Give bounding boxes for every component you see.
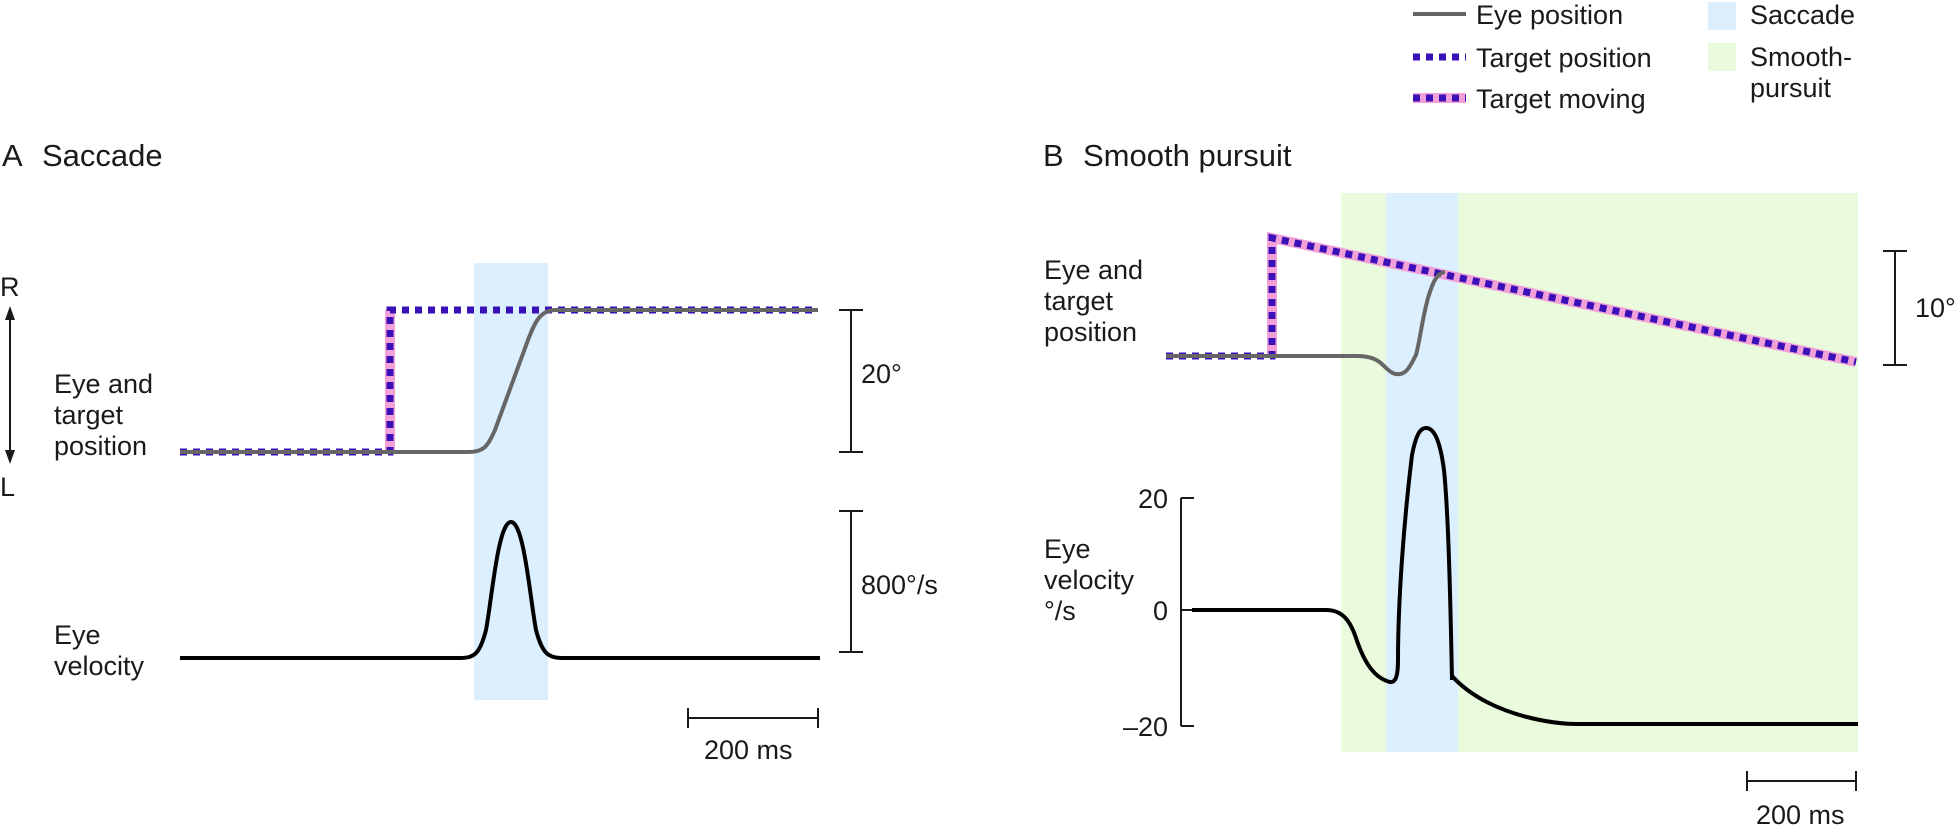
panel-a-letter: A	[2, 138, 23, 173]
panel-a-position-label-1: Eye and	[54, 369, 153, 399]
panel-b-velocity-label-3: °/s	[1044, 596, 1076, 626]
panel-a-position-label-3: position	[54, 431, 147, 461]
panel-b-eye-position-trace	[1166, 270, 1446, 377]
panel-b-velocity-label-1: Eye	[1044, 534, 1091, 564]
panel-a-velocity-scale-bar	[839, 510, 863, 653]
panel-b-position-label-2: target	[1044, 286, 1114, 316]
panel-a-axis-l: L	[0, 472, 15, 502]
panel-b-velocity-tick-20: 20	[1138, 484, 1168, 514]
panel-a-velocity-label-2: velocity	[54, 651, 145, 681]
legend-target-position-label: Target position	[1476, 43, 1652, 73]
legend-smooth-pursuit-label-2: pursuit	[1750, 73, 1832, 103]
panel-a-position-scale-bar	[839, 309, 863, 453]
legend-smooth-pursuit-swatch	[1708, 43, 1736, 71]
panel-a-position-label-2: target	[54, 400, 124, 430]
panel-b: B Smooth pursuit Eye and target position…	[1043, 138, 1956, 830]
panel-b-position-scale-bar	[1883, 250, 1907, 366]
panel-a-time-scale-label: 200 ms	[704, 735, 793, 765]
panel-a-eye-velocity-trace	[180, 519, 820, 660]
panel-b-velocity-tick-minus-20: –20	[1123, 712, 1168, 742]
panel-a-position-scale-label: 20°	[861, 359, 902, 389]
panel-a-arrow-down-icon	[5, 450, 15, 464]
panel-b-title: Smooth pursuit	[1083, 138, 1292, 173]
panel-b-letter: B	[1043, 138, 1064, 173]
panel-b-eye-velocity-trace	[1192, 425, 1858, 726]
panel-a-eye-position-trace	[180, 308, 818, 454]
panel-b-velocity-tick-0: 0	[1153, 596, 1168, 626]
panel-a-velocity-label-1: Eye	[54, 620, 101, 650]
panel-a-velocity-scale-label: 800°/s	[861, 570, 938, 600]
legend-saccade-label: Saccade	[1750, 0, 1855, 30]
panel-b-position-scale-label: 10°	[1915, 293, 1956, 323]
legend-smooth-pursuit-label-1: Smooth-	[1750, 42, 1852, 72]
legend: Eye position Target position Target movi…	[1413, 0, 1855, 114]
panel-b-velocity-axis	[1180, 497, 1194, 727]
panel-b-position-label-1: Eye and	[1044, 255, 1143, 285]
panel-a-title: Saccade	[42, 138, 163, 173]
panel-b-position-label-3: position	[1044, 317, 1137, 347]
panel-a-time-scale-bar	[687, 708, 819, 728]
legend-eye-position-label: Eye position	[1476, 0, 1623, 30]
panel-b-time-scale-label: 200 ms	[1756, 800, 1845, 830]
panel-b-time-scale-bar	[1746, 771, 1857, 791]
panel-a-axis-r: R	[0, 272, 20, 302]
legend-saccade-swatch	[1708, 2, 1736, 30]
panel-a: A Saccade R L Eye and target position Ey…	[0, 138, 938, 765]
panel-a-arrow-up-icon	[5, 306, 15, 320]
panel-b-velocity-label-2: velocity	[1044, 565, 1135, 595]
legend-target-moving-label: Target moving	[1476, 84, 1646, 114]
